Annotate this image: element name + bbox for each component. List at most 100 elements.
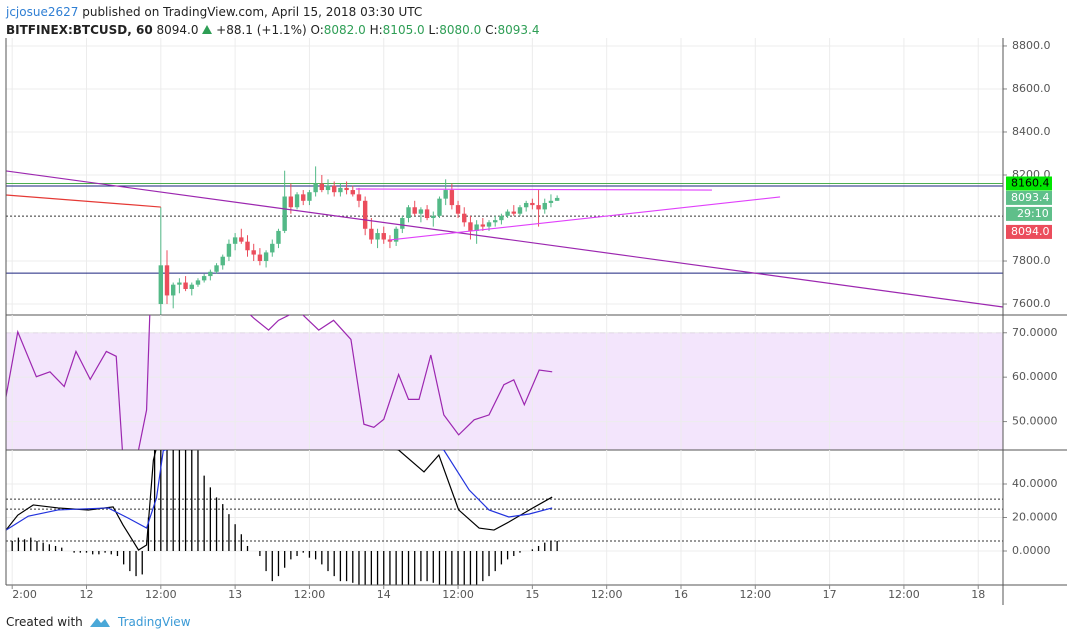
symbol: BITFINEX:BTCUSD, 60 xyxy=(6,23,153,37)
rsi-band xyxy=(6,332,1003,450)
x-tick-label: 12:00 xyxy=(294,588,326,601)
candle-body xyxy=(455,205,461,214)
y-tick-label: 70.0000 xyxy=(1012,326,1058,339)
y-tick-label: 8800.0 xyxy=(1012,39,1051,52)
candle-body xyxy=(542,202,547,210)
candle-body xyxy=(263,252,269,262)
candle-body xyxy=(251,250,256,255)
x-tick-label: 16 xyxy=(674,588,688,601)
candle-body xyxy=(307,192,312,201)
low: 8080.0 xyxy=(439,23,482,37)
candle-body xyxy=(486,222,492,227)
y-tick-label: 7600.0 xyxy=(1012,297,1051,310)
countdown: 29:10 xyxy=(1017,207,1049,220)
header-line-1: jcjosue2627 published on TradingView.com… xyxy=(6,3,539,21)
header-line-2: BITFINEX:BTCUSD, 60 8094.0 +88.1 (+1.1%)… xyxy=(6,21,539,39)
candle-body xyxy=(536,205,541,210)
candle-body xyxy=(412,207,417,214)
y-tick-label: 8600.0 xyxy=(1012,82,1051,95)
header: jcjosue2627 published on TradingView.com… xyxy=(6,3,539,39)
candle-body xyxy=(282,196,287,231)
candle-body xyxy=(276,230,281,244)
candle-body xyxy=(437,198,442,216)
candle-body xyxy=(406,207,411,219)
series-line xyxy=(6,170,1003,308)
candle-body xyxy=(462,213,467,223)
candle-body xyxy=(164,265,170,296)
series-line xyxy=(6,194,161,208)
candle-body xyxy=(381,233,386,240)
candle-body xyxy=(257,254,263,262)
candle-body xyxy=(468,222,473,231)
candle-body xyxy=(511,211,516,214)
author[interactable]: jcjosue2627 xyxy=(6,5,79,19)
candle-body xyxy=(270,243,275,253)
candle-body xyxy=(226,243,232,257)
candle-body xyxy=(177,282,182,285)
y-tick-label: 50.0000 xyxy=(1012,415,1058,428)
x-tick-label: 13 xyxy=(228,588,242,601)
candle-body xyxy=(158,265,164,305)
created-with: Created with xyxy=(6,615,83,629)
bid-label-box xyxy=(1006,224,1052,239)
x-tick-label: 15 xyxy=(525,588,539,601)
low-label: L: xyxy=(428,23,440,37)
chart: 7600.07800.08200.08400.08600.08800.08160… xyxy=(5,38,1067,605)
pane xyxy=(6,38,1003,315)
candle-body xyxy=(418,209,424,214)
candle-body xyxy=(195,280,201,285)
series-line xyxy=(6,450,553,551)
x-tick-label: 17 xyxy=(823,588,837,601)
candle-body xyxy=(232,237,238,244)
candle-body xyxy=(375,233,380,240)
published: published on TradingView.com, April 15, … xyxy=(82,5,423,19)
candle-body xyxy=(517,207,523,214)
candle-body xyxy=(400,218,405,229)
countdown-box xyxy=(1006,206,1052,221)
high-label: H: xyxy=(369,23,383,37)
candle-body xyxy=(325,185,331,191)
y-tick-label: 40.0000 xyxy=(1012,477,1058,490)
candle-body xyxy=(362,200,368,229)
candle-body xyxy=(443,190,448,199)
pane xyxy=(6,450,1003,585)
candle-body xyxy=(288,196,294,208)
candle-body xyxy=(245,241,250,251)
candle-body xyxy=(387,239,393,242)
y-tick-label: 8400.0 xyxy=(1012,125,1051,138)
price-label-box xyxy=(1006,190,1052,205)
series-line xyxy=(389,196,781,241)
x-tick-label: 2:00 xyxy=(12,588,37,601)
candle-body xyxy=(319,183,325,191)
pane xyxy=(6,315,1003,450)
candle-body xyxy=(369,228,374,240)
candle-body xyxy=(338,187,343,193)
candle-body xyxy=(313,183,318,193)
candle-body xyxy=(239,237,244,242)
candle-body xyxy=(350,190,355,195)
x-tick-label: 12:00 xyxy=(442,588,474,601)
x-tick-label: 12 xyxy=(80,588,94,601)
candle-body xyxy=(480,224,486,227)
candle-body xyxy=(505,211,510,216)
brand[interactable]: TradingView xyxy=(118,615,191,629)
series-line xyxy=(355,188,712,191)
candle-body xyxy=(332,185,337,193)
price: 8094.0 xyxy=(156,23,199,37)
series-line xyxy=(6,450,553,531)
candle-body xyxy=(548,200,554,203)
up-arrow xyxy=(202,25,213,34)
candle-body xyxy=(493,220,498,223)
y-tick-label: 20.0000 xyxy=(1012,511,1058,524)
y-tick-label: 7800.0 xyxy=(1012,254,1051,267)
x-tick-label: 12:00 xyxy=(591,588,623,601)
x-tick-label: 12:00 xyxy=(888,588,920,601)
candle-body xyxy=(554,197,560,201)
change: +88.1 (+1.1%) xyxy=(216,23,307,37)
candle-body xyxy=(220,256,225,266)
candle-body xyxy=(424,209,430,219)
price-label: 8093.4 xyxy=(1011,191,1050,204)
x-tick-label: 12:00 xyxy=(739,588,771,601)
close-label: C: xyxy=(485,23,498,37)
